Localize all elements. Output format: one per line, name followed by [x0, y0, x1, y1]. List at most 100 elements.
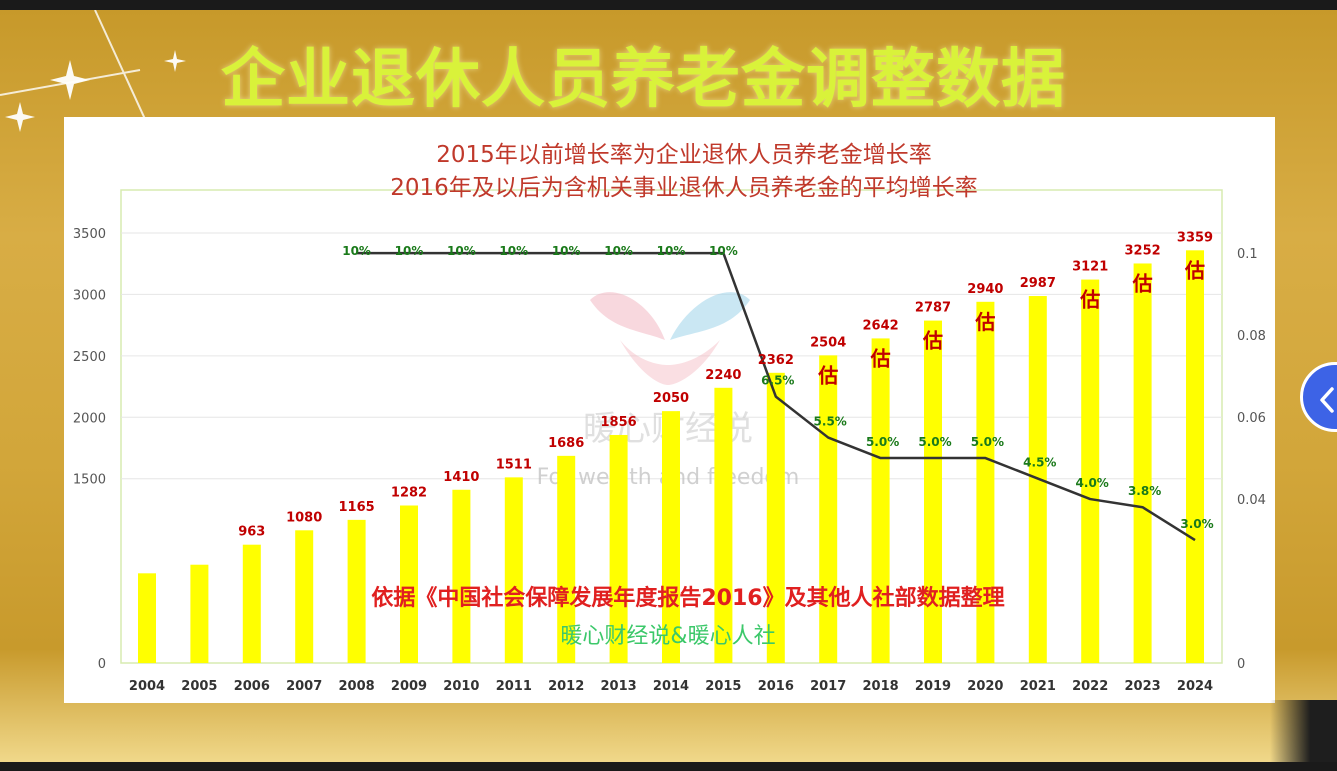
estimate-mark: 估 [922, 329, 943, 353]
bar [138, 573, 156, 663]
rate-value-label: 10% [552, 244, 581, 258]
bar [766, 372, 785, 663]
x-axis-tick-label: 2007 [286, 679, 322, 694]
bar [609, 434, 628, 663]
bar-value-label: 1165 [339, 500, 375, 515]
rate-value-label: 10% [709, 244, 738, 258]
x-axis-tick-label: 2021 [1020, 679, 1056, 694]
bar-value-label: 2240 [705, 368, 741, 383]
left-axis-tick-label: 2000 [73, 411, 106, 426]
rate-value-label: 10% [604, 244, 633, 258]
bar-value-label: 2940 [967, 282, 1003, 297]
x-axis-tick-label: 2018 [863, 679, 899, 694]
rate-line-series [356, 251, 1196, 542]
left-axis-tick-label: 3500 [73, 227, 106, 242]
x-axis-tick-label: 2019 [915, 679, 951, 694]
chart-subtitle: 2015年以前增长率为企业退休人员养老金增长率 2016年及以后为含机关事业退休人… [390, 142, 978, 201]
bar-value-label: 3121 [1072, 260, 1108, 275]
bar [924, 320, 942, 663]
bar-value-label: 2642 [863, 318, 899, 333]
data-labels: 963 1080 1165 1282 1410 1511 1686 1856 2050 2240 2… [238, 230, 1213, 539]
rate-value-label: 3.0% [1180, 517, 1213, 531]
bar [714, 387, 733, 663]
x-axis-tick-label: 2005 [181, 679, 217, 694]
bar-value-label: 2504 [810, 335, 846, 350]
estimate-mark: 估 [870, 346, 891, 370]
rate-value-label: 5.0% [866, 435, 899, 449]
bar-value-label: 3252 [1125, 243, 1161, 258]
bar [557, 455, 576, 663]
x-axis-tick-label: 2023 [1125, 679, 1161, 694]
bar-value-label: 3359 [1177, 230, 1213, 245]
rate-value-label: 10% [395, 244, 424, 258]
x-axis-tick-label: 2022 [1072, 679, 1108, 694]
x-axis-tick-label: 2009 [391, 679, 427, 694]
bar-value-label: 963 [238, 525, 265, 540]
x-axis-tick-label: 2011 [496, 679, 532, 694]
bar-value-label: 2987 [1020, 276, 1056, 291]
bar [1186, 250, 1204, 663]
axes: 0 1500 2000 2500 3000 3500 0 0.04 0.06 0.08 0.1 200… [73, 227, 1266, 694]
right-axis-tick-label: 0.08 [1237, 329, 1266, 344]
corner-shadow [1270, 700, 1337, 762]
right-axis-tick-label: 0.04 [1237, 493, 1266, 508]
bar [819, 355, 838, 663]
rate-value-label: 5.0% [918, 435, 951, 449]
bar-value-label: 2050 [653, 391, 689, 406]
estimate-mark: 估 [974, 310, 995, 334]
bar [1133, 263, 1152, 663]
rate-value-label: 6.5% [761, 374, 794, 388]
bar-value-label: 1080 [286, 510, 322, 525]
left-axis-tick-label: 3000 [73, 288, 106, 303]
bar [976, 301, 995, 663]
subtitle-line: 2015年以前增长率为企业退休人员养老金增长率 [436, 142, 932, 168]
bar [1081, 279, 1100, 663]
bar [242, 544, 261, 663]
x-axis-tick-label: 2024 [1177, 679, 1213, 694]
x-axis-tick-label: 2012 [548, 679, 584, 694]
bar-value-label: 2787 [915, 301, 951, 316]
x-axis-tick-label: 2006 [234, 679, 270, 694]
bar [347, 519, 366, 663]
source-note: 依据《中国社会保障发展年度报告2016》及其他人社部数据整理 [371, 585, 1004, 611]
rate-value-label: 4.5% [1023, 456, 1056, 470]
x-axis-tick-label: 2020 [967, 679, 1003, 694]
x-axis-tick-label: 2008 [339, 679, 375, 694]
left-axis-tick-label: 1500 [73, 473, 106, 488]
x-axis-tick-label: 2017 [810, 679, 846, 694]
bar [295, 530, 314, 663]
rate-value-label: 10% [447, 244, 476, 258]
x-axis-tick-label: 2004 [129, 679, 165, 694]
bar-value-label: 1282 [391, 485, 427, 500]
bar-value-label: 1410 [443, 470, 479, 485]
credit-text: 暖心财经说&暖心人社 [560, 624, 775, 649]
bar [452, 489, 471, 663]
bar [871, 338, 890, 663]
rate-value-label: 4.0% [1076, 476, 1109, 490]
estimate-mark: 估 [1079, 288, 1100, 312]
bar [400, 505, 418, 663]
left-axis-tick-label: 2500 [73, 350, 106, 365]
x-axis-tick-label: 2010 [443, 679, 479, 694]
bar [662, 411, 680, 663]
chevron-left-icon[interactable] [1313, 385, 1337, 415]
rate-value-label: 5.5% [814, 415, 847, 429]
left-axis-tick-label: 0 [98, 657, 106, 672]
page-title: 企业退休人员养老金调整数据 [221, 43, 1066, 117]
bar-value-label: 1856 [601, 415, 637, 430]
x-axis-tick-label: 2016 [758, 679, 794, 694]
x-axis-tick-label: 2014 [653, 679, 689, 694]
subtitle-line: 2016年及以后为含机关事业退休人员养老金的平均增长率 [390, 175, 978, 201]
estimate-mark: 估 [1132, 271, 1153, 295]
rate-value-label: 10% [342, 244, 371, 258]
right-axis-tick-label: 0 [1237, 657, 1245, 672]
bar-value-label: 1686 [548, 436, 584, 451]
x-axis-tick-label: 2015 [705, 679, 741, 694]
x-axis-tick-label: 2013 [601, 679, 637, 694]
rate-line [356, 251, 1196, 542]
estimate-mark: 估 [817, 363, 838, 387]
rate-value-label: 10% [657, 244, 686, 258]
bar [190, 564, 209, 663]
sparkle-stars-decoration [0, 10, 186, 132]
